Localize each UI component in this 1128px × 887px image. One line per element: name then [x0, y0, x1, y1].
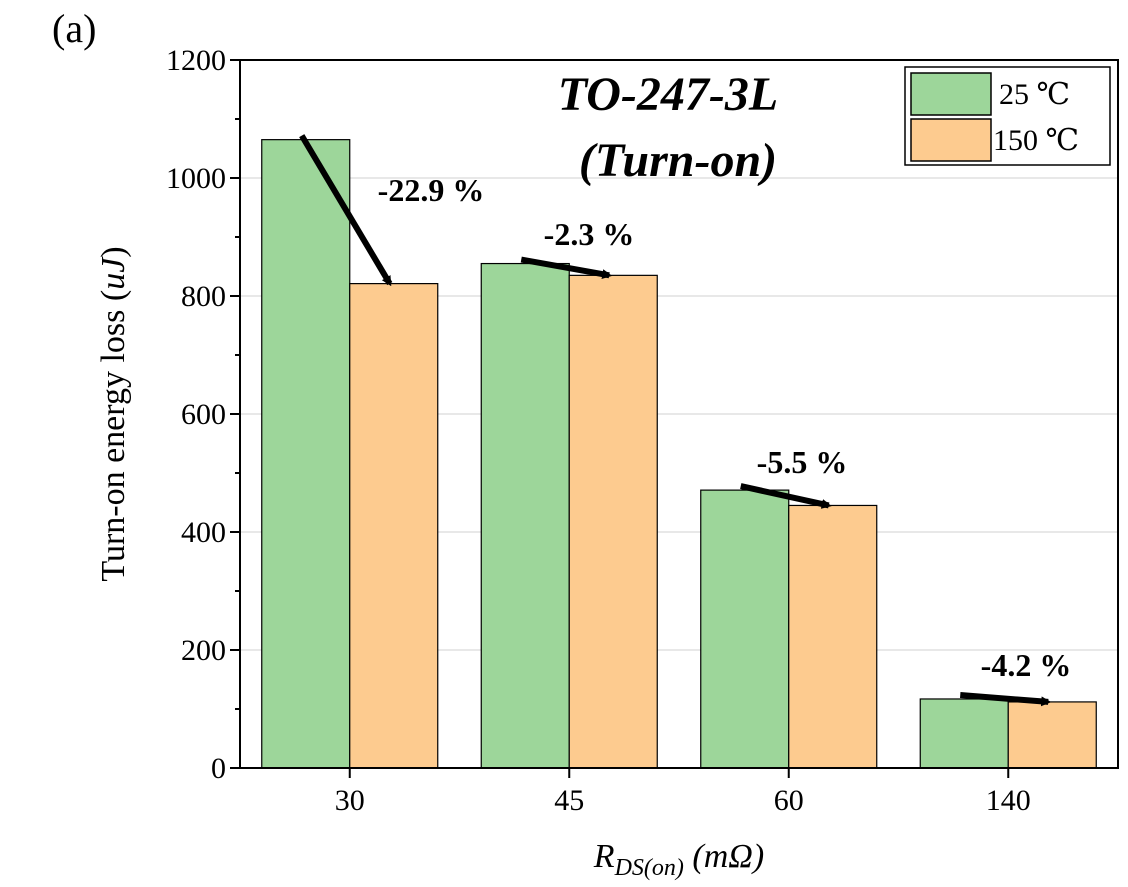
panel-label: (a)	[52, 6, 96, 51]
y-axis-label: Turn-on energy loss (uJ)	[95, 246, 132, 581]
bar-25c-60	[700, 489, 790, 769]
x-tick-label: 30	[335, 784, 365, 817]
y-tick-label: 600	[181, 398, 226, 431]
y-axis-label-main: Turn-on energy loss (	[95, 290, 132, 582]
bar-25c-140	[919, 698, 1009, 769]
x-axis-ticks: 30 45 60 140	[335, 768, 1031, 817]
bar-25c-45	[480, 262, 570, 769]
bar-150c-60	[788, 504, 878, 769]
x-tick-label: 140	[986, 784, 1031, 817]
bar-150c-45	[568, 274, 658, 769]
arrow-45	[520, 256, 613, 280]
chart-title-line1: TO-247-3L	[558, 68, 778, 121]
x-axis-label-unit: (mΩ)	[684, 838, 764, 875]
y-axis-ticks: 0 200 400 600 800 1000 1200	[166, 44, 240, 785]
y-tick-label: 200	[181, 634, 226, 667]
x-axis-label-subscript: DS(on)	[614, 855, 684, 881]
legend-label-150c: 150 ℃	[993, 124, 1079, 157]
arrow-30	[299, 134, 393, 287]
y-tick-label: 800	[181, 280, 226, 313]
bars	[261, 139, 1097, 769]
x-tick-label: 45	[554, 784, 584, 817]
legend: 25 ℃ 150 ℃	[904, 66, 1111, 166]
bar-150c-30	[349, 283, 439, 769]
chart-title-line2: (Turn-on)	[579, 134, 777, 187]
x-tick-label: 60	[774, 784, 804, 817]
legend-label-25c: 25 ℃	[999, 78, 1070, 111]
y-axis-label-end: )	[95, 246, 132, 257]
arrow-140	[960, 691, 1052, 707]
y-tick-label: 1000	[166, 162, 226, 195]
x-axis-label-symbol: R	[593, 838, 615, 875]
arrow-60	[740, 483, 832, 509]
legend-swatch-25c	[910, 72, 992, 116]
y-tick-label: 0	[211, 752, 226, 785]
annotation-60: -5.5 %	[757, 444, 848, 480]
annotation-45: -2.3 %	[544, 216, 635, 252]
y-tick-label: 400	[181, 516, 226, 549]
y-tick-label: 1200	[166, 44, 226, 77]
annotation-140: -4.2 %	[981, 647, 1072, 683]
bar-150c-140	[1007, 701, 1097, 769]
arrows	[299, 134, 1052, 707]
x-axis-label: RDS(on) (mΩ)	[593, 838, 764, 881]
bar-25c-30	[261, 139, 351, 769]
annotation-30: -22.9 %	[378, 172, 485, 208]
annotations: -22.9 % -2.3 % -5.5 % -4.2 %	[378, 172, 1072, 683]
y-axis-label-unit: uJ	[95, 256, 132, 290]
legend-swatch-150c	[910, 118, 992, 162]
